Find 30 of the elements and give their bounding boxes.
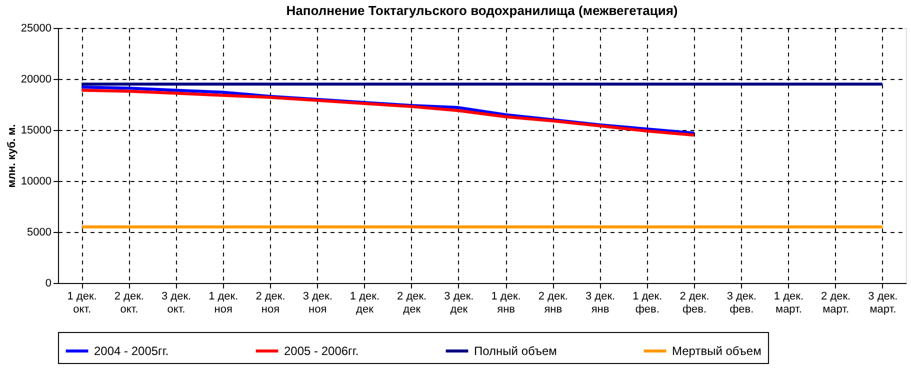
x-tick-label: 1 дек. ноя: [208, 290, 238, 316]
x-tick-label: 3 дек. янв: [585, 290, 616, 316]
x-tick-label: 2 дек. фев.: [680, 290, 710, 316]
y-axis-title: млн. куб. м.: [6, 124, 18, 188]
chart-title: Наполнение Токтагульского водохранилища (межвегетация): [286, 3, 678, 18]
y-tick-label: 25000: [20, 22, 52, 34]
x-tick-label: 2 дек. дек: [397, 290, 427, 316]
x-tick-label: 1 дек. март.: [774, 290, 804, 316]
y-tick-label: 0: [45, 278, 52, 290]
legend-label: 2005 - 2006гг.: [284, 344, 359, 358]
x-tick-label: 3 дек. март.: [868, 290, 898, 316]
x-tick-label: 3 дек. дек: [444, 290, 474, 316]
x-tick-label: 3 дек. ноя: [302, 290, 332, 316]
x-tick-label: 1 дек. окт.: [67, 290, 97, 316]
x-tick-label: 3 дек. фев.: [726, 290, 756, 316]
legend-label: Полный объем: [474, 344, 557, 358]
x-tick-label: 2 дек. окт.: [114, 290, 144, 316]
x-tick-label: 1 дек. дек: [350, 290, 380, 316]
y-tick-label: 5000: [27, 226, 52, 238]
legend-label: 2004 - 2005гг.: [94, 344, 169, 358]
x-tick-label: 3 дек. окт.: [161, 290, 192, 316]
y-tick-label: 10000: [20, 176, 52, 188]
x-tick-label: 2 дек. ноя: [256, 290, 286, 316]
y-tick-label: 20000: [20, 74, 52, 86]
x-tick-label: 1 дек. янв: [491, 290, 521, 316]
legend-label: Мертвый объем: [672, 344, 762, 358]
x-tick-label: 2 дек. март.: [821, 290, 851, 316]
x-tick-label: 1 дек. фев.: [632, 290, 662, 316]
x-tick-label: 2 дек. янв: [538, 290, 568, 316]
y-tick-label: 15000: [20, 124, 52, 136]
